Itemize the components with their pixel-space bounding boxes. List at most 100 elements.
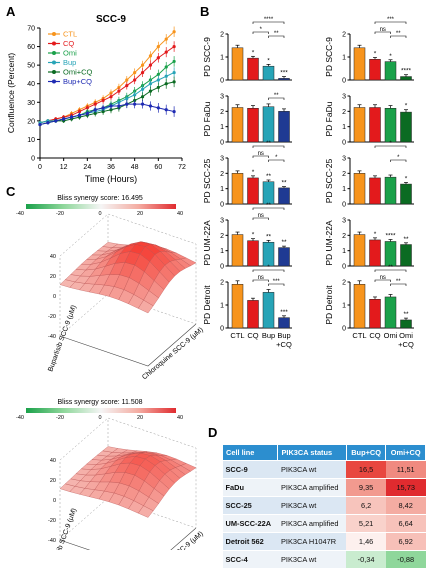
z-tick-label: -40 <box>48 538 56 544</box>
significance-bracket <box>252 269 285 272</box>
bar <box>262 292 275 329</box>
legend-entry: Omi <box>63 49 77 58</box>
bar <box>231 284 244 329</box>
cell-line-name: Detroit 562 <box>222 532 278 551</box>
x-category-label: +CQ <box>398 340 414 349</box>
bar <box>400 183 412 205</box>
data-point <box>172 59 176 64</box>
x-tick-label: 12 <box>60 164 68 171</box>
data-point <box>77 109 82 114</box>
significance-label: **** <box>385 233 396 240</box>
y-tick-label: 1 <box>220 248 224 255</box>
data-point <box>156 72 160 77</box>
data-point <box>125 102 129 106</box>
series-line <box>39 46 175 124</box>
y-tick-label: 0 <box>220 264 224 271</box>
x-axis-label: Chloroquine SCC-9 (μM) <box>141 530 205 550</box>
data-point <box>164 82 168 86</box>
x-tick-label: 24 <box>83 164 91 171</box>
synergy-score-cell: -0,88 <box>385 550 426 569</box>
colorbar-tick-label: -40 <box>16 415 24 421</box>
y-tick-label: 1 <box>220 55 224 62</box>
x-category-label: Omi <box>399 331 413 340</box>
bar <box>262 106 275 143</box>
y-tick-label: 0 <box>220 78 224 85</box>
bar <box>278 317 290 329</box>
legend-marker <box>52 41 56 46</box>
bar <box>353 47 366 81</box>
data-point <box>148 104 153 108</box>
significance-label: *** <box>273 279 281 285</box>
series-line <box>39 103 175 126</box>
synergy-score-cell: 1,46 <box>346 532 386 551</box>
bar <box>262 181 275 205</box>
panel-label-b: B <box>200 4 209 19</box>
data-point <box>164 65 168 69</box>
cell-line-name: SCC-4 <box>222 550 278 569</box>
y-tick-label: 2 <box>220 233 224 240</box>
y-tick-label: 0 <box>342 78 346 85</box>
series-line <box>39 72 175 124</box>
y-tick-label: 60 <box>27 44 35 51</box>
data-point <box>156 106 160 110</box>
significance-label: * <box>252 169 255 176</box>
bar <box>278 247 290 267</box>
y-tick-label: 2 <box>342 32 346 39</box>
cell-line-name: UM-SCC-22A <box>222 514 278 533</box>
data-point <box>54 119 58 123</box>
data-point <box>62 117 66 121</box>
bar <box>278 187 290 205</box>
y-tick-label: 2 <box>342 280 346 287</box>
column-header: Omi+CQ <box>385 444 426 461</box>
bar <box>353 107 366 143</box>
cell-line-name: SCC-9 <box>222 460 278 479</box>
data-point <box>156 78 160 82</box>
y-axis-label: PD SCC-25 <box>324 159 334 204</box>
significance-label: ** <box>388 265 393 271</box>
significance-bracket <box>268 35 285 38</box>
y-axis-label: PD SCC-25 <box>202 159 212 204</box>
significance-bracket <box>252 31 269 34</box>
x-axis-label: Chloroquine SCC-9 (μM) <box>141 326 205 381</box>
y-tick-label: 30 <box>27 100 35 107</box>
z-tick-label: 0 <box>53 498 56 504</box>
synergy-score-title: Bliss synergy score: 11.508 <box>57 399 142 406</box>
bar <box>400 111 412 143</box>
significance-label: ** <box>281 239 287 246</box>
panel-label-c: C <box>6 184 16 199</box>
legend-entry: CQ <box>63 39 74 48</box>
y-tick-label: 2 <box>220 32 224 39</box>
table-row: UM-SCC-22A PIK3CA amplified 5,21 6,64 <box>222 514 426 533</box>
colorbar-tick-label: 40 <box>177 415 183 421</box>
synergy-score-cell: 11,51 <box>385 460 426 479</box>
significance-bracket <box>374 279 391 282</box>
cell-line-name: SCC-25 <box>222 496 278 515</box>
significance-label: ** <box>266 203 271 209</box>
box-edge <box>59 497 109 541</box>
bar <box>384 296 397 329</box>
y-tick-label: 0 <box>342 326 346 333</box>
colorbar-tick-label: -20 <box>56 415 64 421</box>
significance-label: *** <box>280 309 288 316</box>
data-point <box>125 96 129 101</box>
colorbar <box>26 204 176 209</box>
y-tick-label: 2 <box>342 171 346 178</box>
bar <box>262 65 275 81</box>
significance-label: * <box>405 175 408 182</box>
table-row: SCC-25 PIK3CA wt 6,2 8,42 <box>222 496 426 515</box>
synergy-score-cell: 16,5 <box>346 460 386 479</box>
surface-cell <box>180 257 197 266</box>
y-axis-label: PD SCC-9 <box>202 37 212 77</box>
significance-label: * <box>252 232 255 239</box>
data-point <box>148 89 153 93</box>
significance-bracket <box>390 159 407 162</box>
data-point <box>85 111 89 116</box>
significance-bracket <box>374 21 407 24</box>
data-point <box>172 109 176 114</box>
table-row: Detroit 562 PIK3CA H1047R 1,46 6,92 <box>222 532 426 551</box>
pik3ca-status: PIK3CA wt <box>277 550 347 569</box>
data-point <box>148 54 153 58</box>
data-point <box>101 98 105 103</box>
data-point <box>156 56 160 60</box>
